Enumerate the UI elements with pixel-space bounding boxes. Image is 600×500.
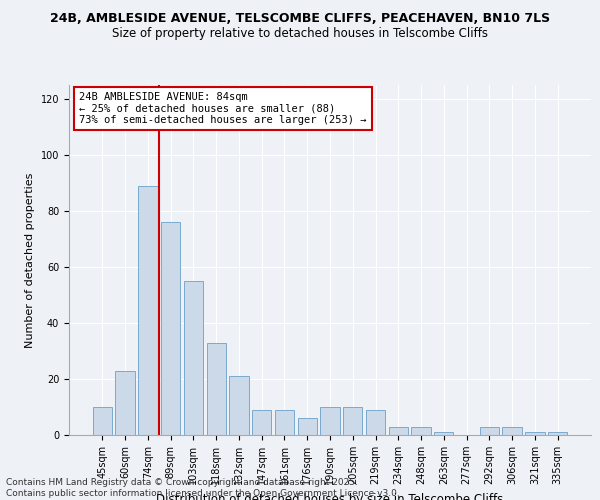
Bar	[479, 426, 499, 435]
Bar	[252, 410, 271, 435]
Bar	[161, 222, 181, 435]
Bar	[412, 426, 431, 435]
Bar	[298, 418, 317, 435]
Bar	[138, 186, 158, 435]
Text: Size of property relative to detached houses in Telscombe Cliffs: Size of property relative to detached ho…	[112, 28, 488, 40]
Y-axis label: Number of detached properties: Number of detached properties	[25, 172, 35, 348]
Bar	[184, 281, 203, 435]
Bar	[366, 410, 385, 435]
Bar	[548, 432, 567, 435]
Bar	[275, 410, 294, 435]
Text: 24B, AMBLESIDE AVENUE, TELSCOMBE CLIFFS, PEACEHAVEN, BN10 7LS: 24B, AMBLESIDE AVENUE, TELSCOMBE CLIFFS,…	[50, 12, 550, 26]
Bar	[320, 407, 340, 435]
Bar	[525, 432, 545, 435]
Bar	[434, 432, 454, 435]
Bar	[206, 342, 226, 435]
Bar	[93, 407, 112, 435]
X-axis label: Distribution of detached houses by size in Telscombe Cliffs: Distribution of detached houses by size …	[157, 492, 503, 500]
Bar	[343, 407, 362, 435]
Bar	[229, 376, 248, 435]
Text: 24B AMBLESIDE AVENUE: 84sqm
← 25% of detached houses are smaller (88)
73% of sem: 24B AMBLESIDE AVENUE: 84sqm ← 25% of det…	[79, 92, 367, 125]
Bar	[389, 426, 408, 435]
Text: Contains HM Land Registry data © Crown copyright and database right 2025.
Contai: Contains HM Land Registry data © Crown c…	[6, 478, 400, 498]
Bar	[502, 426, 522, 435]
Bar	[115, 370, 135, 435]
